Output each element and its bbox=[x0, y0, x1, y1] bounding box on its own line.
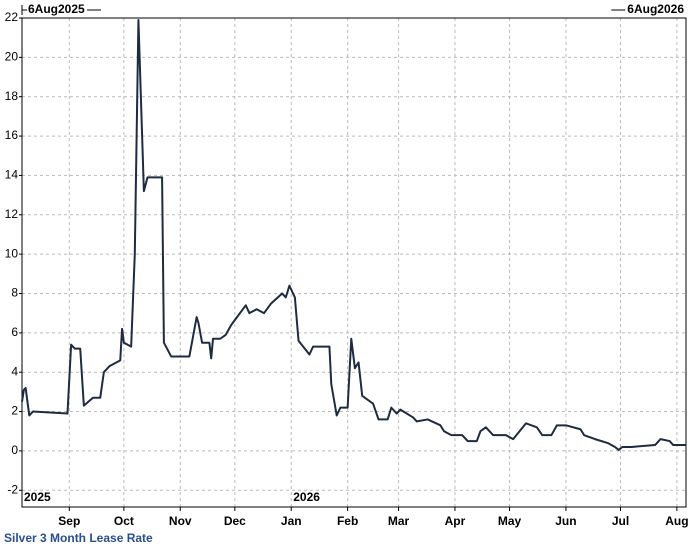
x-tick-label: Feb bbox=[337, 514, 358, 528]
y-tick-label: 16 bbox=[5, 128, 19, 142]
chart-title: Silver 3 Month Lease Rate bbox=[4, 531, 153, 545]
y-tick-label: 22 bbox=[5, 10, 19, 24]
year-label: 2026 bbox=[293, 490, 320, 504]
y-tick-label: 8 bbox=[11, 286, 18, 300]
x-tick-label: May bbox=[498, 514, 522, 528]
y-tick-label: 2 bbox=[11, 404, 18, 418]
x-tick-label: Oct bbox=[114, 514, 134, 528]
date-range-label: 6Aug2026 bbox=[627, 2, 684, 16]
y-tick-label: 20 bbox=[5, 50, 19, 64]
y-tick-label: -2 bbox=[7, 482, 18, 496]
x-tick-label: Dec bbox=[224, 514, 246, 528]
data-line bbox=[21, 18, 686, 451]
year-label: 2025 bbox=[24, 490, 51, 504]
x-tick-label: Sep bbox=[58, 514, 80, 528]
y-tick-label: 14 bbox=[5, 168, 19, 182]
y-tick-label: 18 bbox=[5, 89, 19, 103]
y-tick-label: 10 bbox=[5, 246, 19, 260]
x-tick-label: Jun bbox=[555, 514, 576, 528]
x-tick-label: Apr bbox=[445, 514, 466, 528]
plot-frame bbox=[21, 17, 687, 508]
y-tick-label: 12 bbox=[5, 207, 19, 221]
x-tick-label: Mar bbox=[388, 514, 410, 528]
date-range-label: 6Aug2025 bbox=[28, 2, 85, 16]
x-tick-label: Jan bbox=[281, 514, 302, 528]
y-tick-label: 0 bbox=[11, 443, 18, 457]
y-tick-label: 4 bbox=[11, 364, 18, 378]
x-tick-label: Nov bbox=[169, 514, 192, 528]
x-tick-label: Aug bbox=[665, 514, 688, 528]
y-tick-label: 6 bbox=[11, 325, 18, 339]
x-tick-label: Jul bbox=[612, 514, 629, 528]
